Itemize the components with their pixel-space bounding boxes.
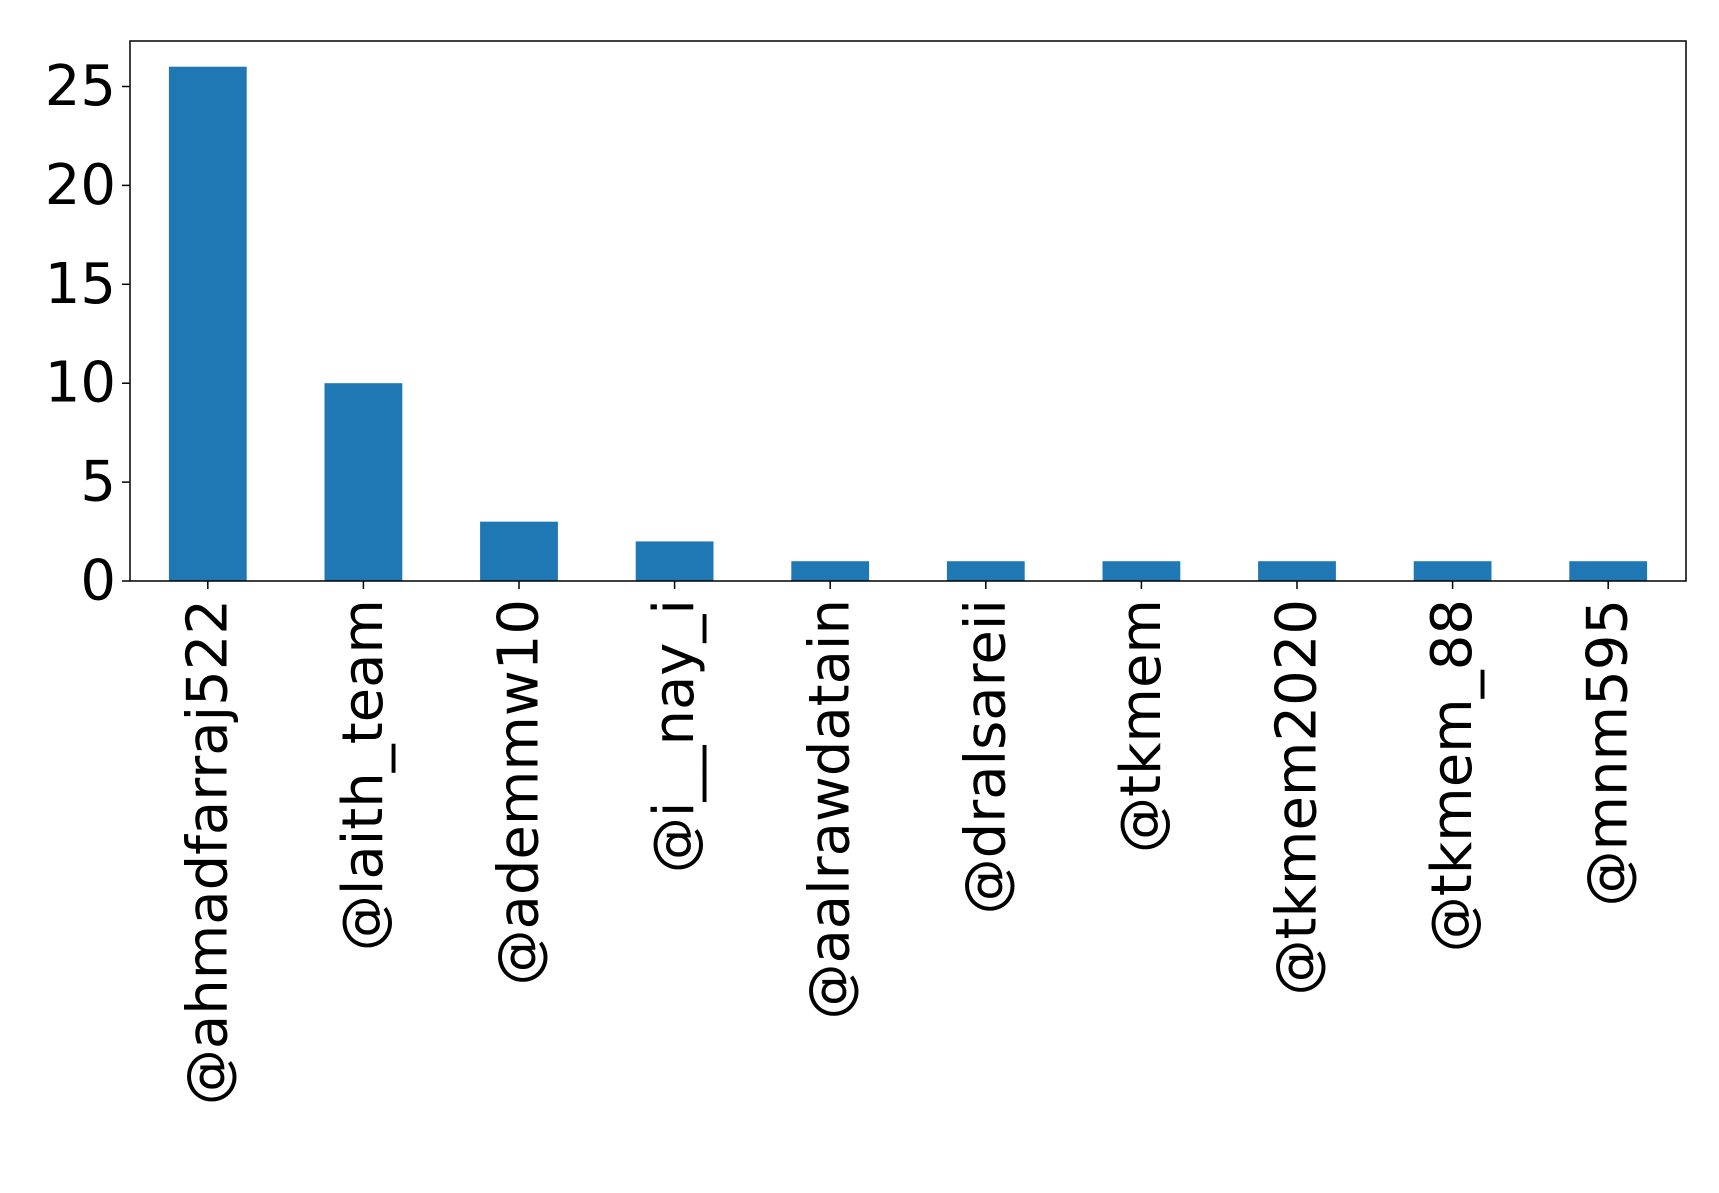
bar	[480, 521, 558, 581]
x-tick-label: @laith_team	[331, 599, 396, 951]
bar	[168, 66, 247, 581]
bar	[1569, 561, 1648, 581]
bar	[635, 541, 714, 581]
x-tick-label: @dralsareii	[953, 599, 1018, 914]
x-tick-label: @mnm595	[1576, 599, 1641, 906]
y-tick-label: 20	[45, 153, 116, 218]
bar	[791, 561, 870, 581]
x-tick-label: @aalrawdatain	[798, 599, 863, 1020]
x-tick-label: @tkmem_88	[1420, 599, 1485, 952]
x-tick-label: @ahmadfarraj522	[175, 599, 240, 1105]
y-axis: 0 5 10 15 20 25	[45, 54, 130, 614]
y-tick-label: 5	[80, 450, 116, 515]
y-tick-label: 0	[80, 549, 116, 614]
bar	[1258, 561, 1336, 581]
bars-layer	[168, 66, 1648, 581]
x-axis: @ahmadfarraj522 @laith_team @ademmw10 @i__n…	[175, 581, 1641, 1105]
bar	[324, 383, 403, 581]
x-tick-label: @i__nay_i	[642, 599, 707, 873]
y-tick-label: 15	[45, 252, 116, 317]
x-tick-label: @tkmem2020	[1265, 599, 1330, 995]
y-tick-label: 10	[45, 351, 116, 416]
bar	[1413, 561, 1492, 581]
x-tick-label: @ademmw10	[487, 599, 552, 985]
plot-frame	[129, 40, 1687, 582]
bar	[1102, 561, 1181, 581]
bar	[946, 561, 1025, 581]
y-tick-label: 25	[45, 54, 116, 119]
x-tick-label: @tkmem	[1109, 599, 1174, 853]
